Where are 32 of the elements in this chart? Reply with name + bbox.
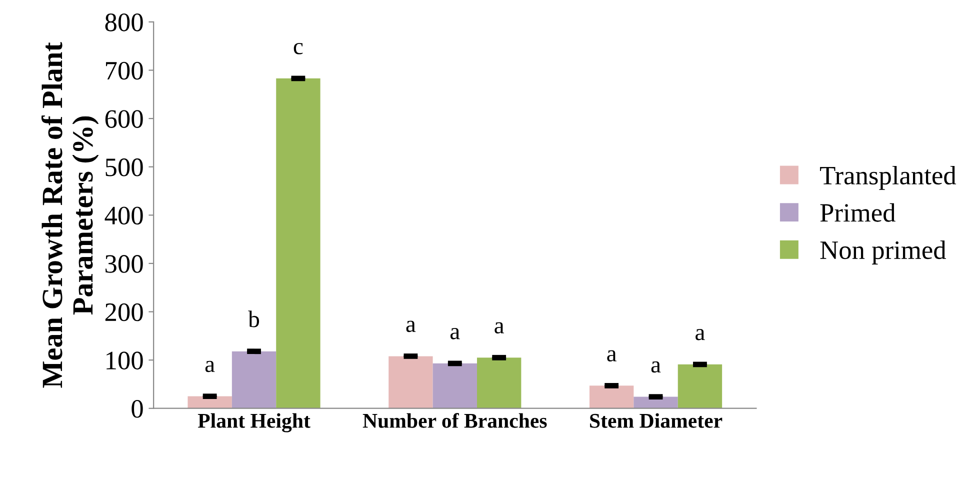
- y-tick-label: 200: [105, 303, 143, 322]
- bar: [476, 358, 522, 408]
- y-axis-title: Mean Growth Rate of Plant Parameters (%): [41, 42, 99, 388]
- y-tick-label: 400: [104, 206, 143, 225]
- data-label: a: [696, 328, 705, 340]
- x-tick-label: Number of Branches: [362, 413, 547, 428]
- y-tick-label: 700: [106, 62, 143, 80]
- data-label: a: [406, 320, 416, 332]
- data-label: b: [248, 310, 260, 328]
- data-label: a: [607, 350, 616, 362]
- y-tick-label: 0: [132, 400, 143, 418]
- y-tick-label: 300: [106, 255, 143, 273]
- legend-label: Non primed: [820, 240, 946, 264]
- data-label: c: [294, 42, 303, 54]
- data-label: a: [651, 361, 661, 373]
- bar: [276, 78, 320, 408]
- bar: [232, 351, 276, 408]
- y-tick-label: 600: [105, 110, 143, 128]
- x-tick-label: Stem Diameter: [590, 413, 722, 428]
- y-tick-label: 800: [105, 14, 143, 32]
- legend-label: Primed: [820, 203, 896, 222]
- x-tick-label: Plant Height: [198, 413, 310, 432]
- bar: [432, 363, 477, 408]
- data-label: a: [494, 322, 504, 334]
- data-label: a: [450, 328, 460, 340]
- legend-label: Transplanted: [820, 166, 956, 190]
- y-tick-label: 100: [106, 352, 143, 370]
- bar: [388, 356, 433, 408]
- y-tick-label: 500: [106, 158, 143, 176]
- bar: [589, 386, 634, 408]
- bar: [678, 364, 722, 408]
- data-label: a: [205, 360, 215, 372]
